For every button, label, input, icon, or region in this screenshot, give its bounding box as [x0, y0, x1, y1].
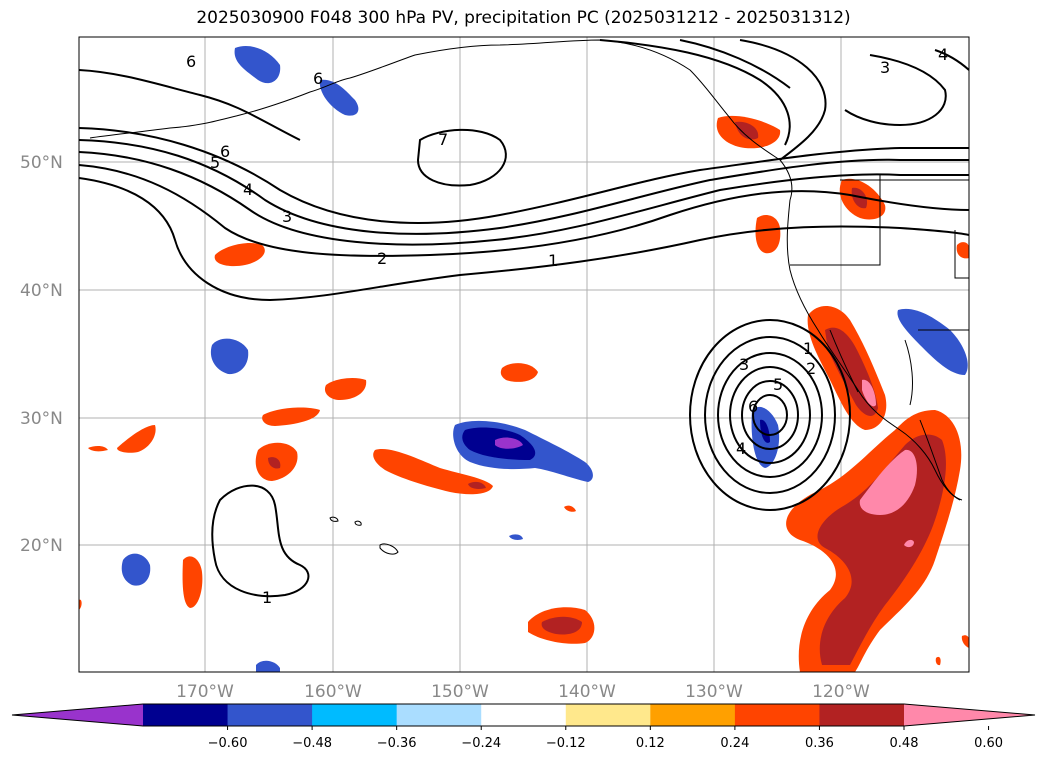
contour-label: 4	[938, 45, 948, 64]
colorbar-tick-label: −0.36	[377, 736, 417, 751]
colorbar-extend-min	[12, 704, 143, 726]
contour-label: 1	[548, 251, 558, 270]
contour-label: 2	[806, 359, 816, 378]
colorbar-tick-label: 0.36	[805, 736, 834, 751]
lat-label-30: 30°N	[20, 409, 63, 429]
contour-label: 6	[220, 142, 230, 161]
colorbar-tick-label: −0.60	[208, 736, 248, 751]
contour-label: 3	[880, 58, 890, 77]
pv-contours	[79, 39, 969, 598]
precip-positive	[79, 115, 969, 672]
contour-label: 1	[803, 339, 813, 358]
contour-label: 3	[739, 355, 749, 374]
colorbar-extend-max	[904, 704, 1035, 726]
colorbar-segment	[650, 704, 736, 726]
map-frame	[78, 36, 970, 673]
lat-label-20: 20°N	[20, 536, 63, 556]
map-title: 2025030900 F048 300 hPa PV, precipitatio…	[196, 8, 851, 28]
contour-label: 2	[377, 249, 387, 268]
latitude-labels: 50°N 40°N 30°N 20°N	[20, 153, 63, 556]
lon-label-130: 130°W	[685, 682, 743, 702]
lon-label-140: 140°W	[558, 682, 616, 702]
lon-label-170: 170°W	[176, 682, 234, 702]
colorbar-segment	[565, 704, 651, 726]
pv-contour-labels: 7 6 5 4 3 2 1 6 6 3 4 1 1 3 2 5 6 4	[186, 45, 948, 607]
colorbar-tick-label: 0.48	[890, 736, 919, 751]
contour-label: 3	[282, 207, 292, 226]
colorbar-tick-label: 0.12	[636, 736, 665, 751]
contour-label: 5	[210, 153, 220, 172]
colorbar-segment	[143, 704, 229, 726]
lon-label-150: 150°W	[431, 682, 489, 702]
contour-label: 6	[186, 52, 196, 71]
contour-label: 6	[313, 69, 323, 88]
colorbar-segment	[396, 704, 482, 726]
lat-label-40: 40°N	[20, 281, 63, 301]
colorbar-segment	[312, 704, 398, 726]
colorbar-segment	[734, 704, 820, 726]
colorbar-outline	[11, 703, 1036, 727]
lon-label-120: 120°W	[812, 682, 870, 702]
colorbar-tick-label: 0.24	[720, 736, 749, 751]
colorbar-tick-label: −0.48	[292, 736, 332, 751]
contour-label: 1	[262, 588, 272, 607]
lat-label-50: 50°N	[20, 153, 63, 173]
colorbar: −0.60 −0.48 −0.36 −0.24 −0.12 0.12 0.24 0.36 0.4…	[11, 703, 1036, 751]
colorbar-tick-label: −0.12	[546, 736, 586, 751]
colorbar-tick-label: −0.24	[461, 736, 501, 751]
longitude-labels: 170°W 160°W 150°W 140°W 130°W 120°W	[176, 682, 870, 702]
contour-label: 4	[243, 180, 253, 199]
contour-label: 4	[736, 439, 746, 458]
precip-negative	[121, 45, 968, 672]
colorbar-segment	[227, 704, 313, 726]
colorbar-tick-label: 0.60	[974, 736, 1003, 751]
colorbar-segment	[481, 704, 567, 726]
lon-label-160: 160°W	[304, 682, 362, 702]
contour-label: 6	[748, 397, 758, 416]
colorbar-segment	[819, 704, 905, 726]
contour-label: 5	[773, 375, 783, 394]
contour-label: 7	[438, 130, 448, 149]
